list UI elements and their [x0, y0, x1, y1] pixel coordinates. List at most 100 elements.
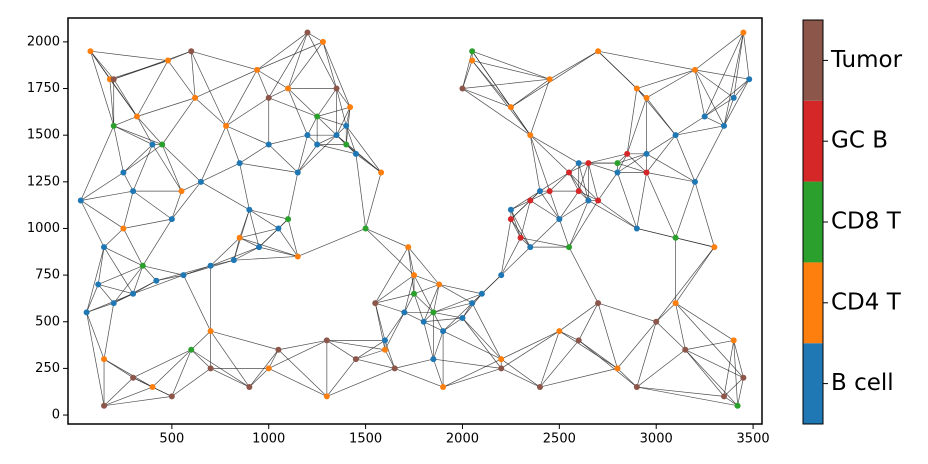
- cell-point: [536, 188, 543, 195]
- cell-point: [643, 94, 650, 101]
- edge: [501, 330, 560, 369]
- edge: [297, 134, 337, 173]
- cell-point: [469, 57, 476, 64]
- cell-point: [362, 225, 369, 232]
- edge: [559, 200, 589, 220]
- edge: [113, 50, 192, 80]
- edge: [510, 190, 541, 220]
- edge: [462, 317, 502, 369]
- edge: [723, 79, 750, 127]
- cell-point: [159, 141, 166, 148]
- edge: [171, 368, 211, 397]
- cell-point: [192, 94, 199, 101]
- cell-point: [352, 150, 359, 157]
- edge: [233, 256, 298, 261]
- cell-point: [120, 169, 127, 176]
- edge: [278, 340, 327, 351]
- cell-point: [180, 272, 187, 279]
- legend-label: CD8 T: [831, 209, 902, 235]
- cell-point: [314, 113, 321, 120]
- edge: [675, 302, 744, 378]
- cell-point: [701, 113, 708, 120]
- edge: [597, 302, 618, 369]
- cell-point: [83, 309, 90, 316]
- cell-point: [721, 393, 728, 400]
- cell-point: [575, 337, 582, 344]
- cell-point: [730, 337, 737, 344]
- edge: [568, 162, 589, 173]
- cell-point: [343, 122, 350, 129]
- cell-point: [101, 356, 108, 363]
- edge: [733, 78, 750, 99]
- cell-point: [633, 225, 640, 232]
- edge: [655, 302, 676, 323]
- edge: [86, 312, 105, 406]
- colorbar-segment: [803, 100, 823, 182]
- cell-point: [498, 365, 505, 372]
- cell-point: [153, 277, 160, 284]
- cell-point: [734, 402, 741, 409]
- edge: [375, 302, 405, 313]
- cell-point: [110, 76, 117, 83]
- edge: [442, 368, 502, 388]
- cell-point: [149, 141, 156, 148]
- edge: [694, 32, 744, 71]
- x-tick-label: 1000: [252, 432, 285, 447]
- edge: [685, 340, 734, 351]
- cell-point: [275, 225, 282, 232]
- x-tick-label: 3500: [737, 432, 770, 447]
- edge: [568, 172, 580, 192]
- colorbar-segment: [803, 343, 823, 424]
- edge: [225, 125, 240, 164]
- edge: [704, 78, 750, 117]
- edge: [365, 172, 382, 229]
- edge: [181, 181, 202, 192]
- edge: [549, 50, 599, 80]
- cell-point: [265, 365, 272, 372]
- edge: [190, 349, 211, 369]
- edge: [530, 218, 560, 248]
- edge: [136, 116, 163, 145]
- cell-point: [585, 160, 592, 167]
- edge: [578, 190, 599, 201]
- edge: [675, 246, 715, 304]
- edge: [384, 312, 405, 350]
- edge: [433, 330, 444, 360]
- edge: [316, 116, 337, 136]
- edge: [210, 368, 250, 388]
- cell-point: [536, 384, 543, 391]
- cell-point: [304, 29, 311, 36]
- edge: [636, 321, 657, 388]
- y-tick-label: 750: [35, 268, 60, 283]
- x-tick-label: 2500: [543, 432, 576, 447]
- edge: [501, 368, 541, 388]
- edge: [694, 181, 715, 248]
- cell-point: [401, 309, 408, 316]
- cell-point: [405, 244, 412, 251]
- edge: [597, 172, 618, 201]
- edge: [530, 134, 570, 173]
- cell-point: [207, 365, 214, 372]
- cell-point: [575, 188, 582, 195]
- edge: [636, 88, 676, 136]
- edge: [723, 377, 744, 397]
- edge: [737, 377, 744, 406]
- cell-point: [459, 315, 466, 322]
- edge: [588, 163, 599, 201]
- edge: [578, 340, 618, 369]
- edge: [239, 163, 250, 210]
- edge: [549, 172, 570, 192]
- edge: [462, 88, 531, 136]
- edge: [384, 340, 395, 369]
- edge: [433, 312, 444, 332]
- edge: [626, 88, 638, 154]
- cell-point: [197, 178, 204, 185]
- edge: [278, 228, 299, 257]
- cell-point: [110, 300, 117, 307]
- edge: [617, 153, 647, 173]
- cell-point: [478, 290, 485, 297]
- edge: [239, 162, 298, 173]
- edge: [200, 125, 227, 182]
- edge: [287, 219, 299, 257]
- edge: [423, 321, 434, 360]
